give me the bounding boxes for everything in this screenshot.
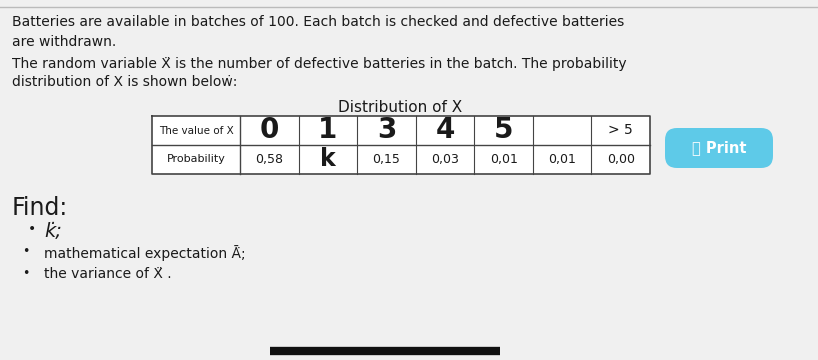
Text: Distribution of X: Distribution of X bbox=[338, 100, 462, 115]
Text: Batteries are available in batches of 100. Each batch is checked and defective b: Batteries are available in batches of 10… bbox=[12, 15, 624, 49]
Text: •: • bbox=[22, 267, 29, 280]
Text: mathematical expectation Ā̈;: mathematical expectation Ā̈; bbox=[44, 245, 245, 261]
Text: k̇;: k̇; bbox=[44, 222, 62, 241]
Text: The random variable Ẍ is the number of defective batteries in the batch. The pr: The random variable Ẍ is the number of … bbox=[12, 57, 627, 71]
FancyBboxPatch shape bbox=[665, 128, 773, 168]
Text: 0,03: 0,03 bbox=[431, 153, 459, 166]
Text: distribution of X is shown beloẇ:: distribution of X is shown beloẇ: bbox=[12, 75, 237, 89]
Text: 3: 3 bbox=[377, 117, 396, 144]
Text: 0,01: 0,01 bbox=[548, 153, 576, 166]
Text: 1: 1 bbox=[318, 117, 338, 144]
Text: 0,58: 0,58 bbox=[255, 153, 283, 166]
Text: > 5: > 5 bbox=[609, 123, 633, 138]
Text: k: k bbox=[320, 148, 335, 171]
Text: 0,15: 0,15 bbox=[372, 153, 400, 166]
Text: 0: 0 bbox=[259, 117, 279, 144]
Text: 4: 4 bbox=[435, 117, 455, 144]
Text: •: • bbox=[22, 245, 29, 258]
Text: •: • bbox=[28, 222, 36, 236]
Text: Probability: Probability bbox=[167, 154, 226, 165]
Text: Find:: Find: bbox=[12, 196, 68, 220]
Text: 5: 5 bbox=[494, 117, 514, 144]
Text: The value of X: The value of X bbox=[159, 126, 233, 135]
Text: ⎙ Print: ⎙ Print bbox=[692, 140, 746, 156]
Text: the variance of Ẍ .: the variance of Ẍ . bbox=[44, 267, 172, 281]
Text: 0,01: 0,01 bbox=[490, 153, 518, 166]
Text: 0,00: 0,00 bbox=[607, 153, 635, 166]
Bar bbox=[152, 116, 650, 174]
